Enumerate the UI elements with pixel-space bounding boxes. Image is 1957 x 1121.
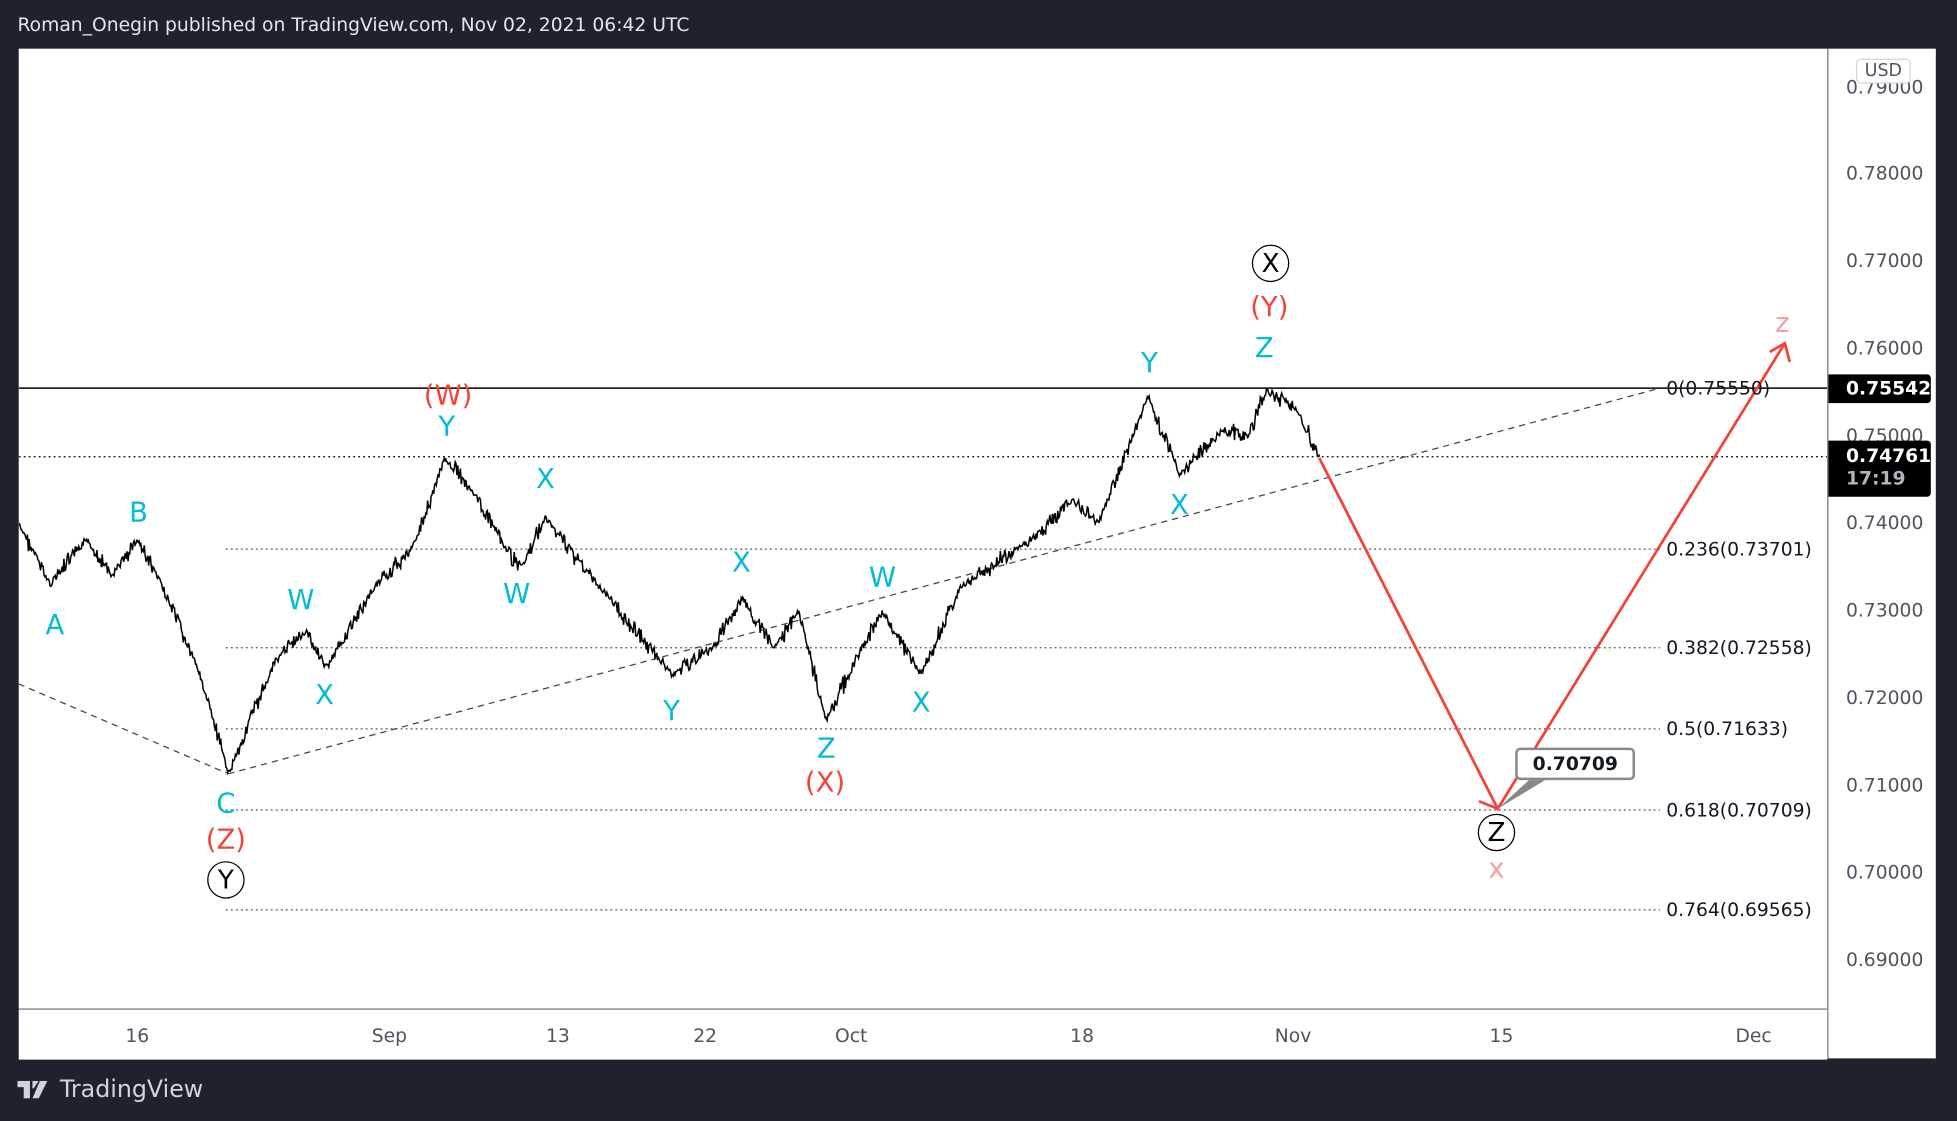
target-price-callout[interactable]: 0.70709 [1515, 747, 1636, 781]
time-axis[interactable]: 16 Sep 13 22 Oct 18 Nov 15 Dec [18, 1008, 1828, 1060]
tradingview-logo-icon [17, 1080, 48, 1099]
fib-label-05: 0.5(0.71633) [1666, 717, 1789, 741]
publish-header: Roman_Onegin published on TradingView.co… [17, 13, 690, 37]
callout-pointer [1497, 780, 1546, 809]
price-tick: 0.74000 [1845, 511, 1924, 535]
time-tick: Sep [371, 1024, 408, 1048]
price-tick: 0.71000 [1845, 773, 1924, 797]
wave-label-W: W [503, 579, 531, 611]
brand-name: TradingView [59, 1075, 204, 1104]
wave-label-X: X [911, 687, 931, 719]
price-tick: 0.77000 [1845, 249, 1924, 273]
fib-label-0236: 0.236(0.73701) [1666, 537, 1812, 561]
wave-label-W-intermediate: (W) [423, 380, 473, 412]
wave-label-X-intermediate: (X) [804, 767, 846, 799]
time-tick: 15 [1489, 1024, 1514, 1048]
time-tick: Oct [835, 1024, 868, 1048]
wave-label-Z-intermediate: (Z) [205, 824, 247, 857]
fib-label-0: 0(0.75550) [1666, 376, 1771, 400]
tradingview-logo[interactable]: TradingView [17, 1076, 203, 1103]
current-price-value: 0.74761 [1845, 444, 1932, 467]
wave-label-X: X [315, 680, 334, 712]
time-tick: 18 [1070, 1024, 1095, 1048]
time-tick: 16 [125, 1024, 150, 1048]
chart-pane[interactable]: A B C W X Y X W Y X Z W X Y X Z (W) (Z) … [18, 48, 1828, 1009]
fib-label-0764: 0.764(0.69565) [1666, 898, 1812, 922]
price-series [18, 387, 1320, 776]
wave-label-Y-primary: Y [207, 861, 245, 899]
wave-label-W: W [287, 585, 315, 617]
price-tick: 0.72000 [1845, 686, 1924, 709]
projection-label-z: z [1775, 308, 1790, 340]
price-tick: 0.70000 [1845, 861, 1924, 884]
wave-label-Y-intermediate: (Y) [1250, 292, 1289, 324]
last-price-badge: 0.75542 [1828, 374, 1931, 404]
wave-label-Z: Z [1254, 333, 1274, 365]
wave-label-Y: Y [438, 411, 456, 444]
currency-button[interactable]: USD [1855, 58, 1911, 84]
price-axis[interactable]: 0.79000 0.78000 0.77000 0.76000 0.75000 … [1827, 48, 1936, 1059]
bar-countdown: 17:19 [1845, 466, 1906, 490]
price-tick: 0.73000 [1845, 599, 1924, 622]
fib-label-0382: 0.382(0.72558) [1666, 636, 1812, 659]
wave-label-Z-primary: Z [1477, 813, 1516, 852]
wave-label-X: X [536, 464, 555, 496]
wave-label-Y: Y [663, 696, 680, 728]
price-tick: 0.69000 [1845, 948, 1924, 972]
time-tick: 13 [545, 1024, 570, 1048]
wave-label-A: A [45, 610, 65, 642]
wave-label-X-primary: X [1251, 244, 1290, 283]
price-tick: 0.78000 [1845, 162, 1924, 185]
wave-label-C: C [216, 788, 236, 821]
price-tick: 0.76000 [1845, 336, 1924, 360]
wave-label-X: X [731, 547, 751, 580]
wave-label-B: B [129, 497, 148, 530]
projection-label-x: x [1488, 853, 1505, 885]
projection-arrow [1318, 341, 1792, 812]
trendline-1 [18, 683, 229, 775]
time-tick: Dec [1735, 1024, 1772, 1048]
time-tick: 22 [693, 1024, 718, 1048]
chart-canvas [18, 341, 1828, 911]
wave-label-W: W [868, 562, 896, 595]
fib-lines [225, 548, 1660, 911]
fib-label-0618: 0.618(0.70709) [1666, 798, 1812, 822]
wave-label-Y: Y [1141, 348, 1158, 380]
time-tick: Nov [1274, 1024, 1312, 1048]
current-price-badge: 0.74761 17:19 [1828, 440, 1932, 497]
wave-label-Z: Z [816, 733, 836, 766]
wave-label-X: X [1170, 490, 1189, 522]
